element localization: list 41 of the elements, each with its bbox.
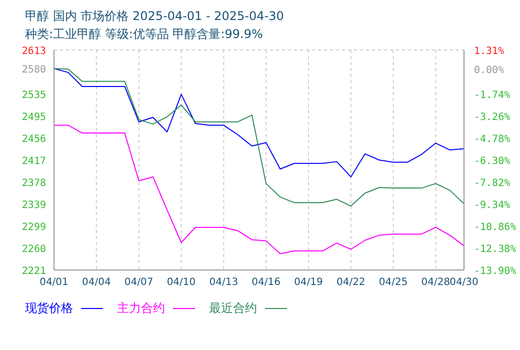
y2-tick-label: -9.34% — [474, 200, 510, 212]
y-tick-label: 2580 — [22, 64, 46, 76]
line-series — [54, 124, 464, 254]
y-tick-label: 2260 — [22, 244, 46, 256]
line-series — [54, 68, 464, 178]
y2-tick-label: 0.00% — [474, 64, 504, 76]
y-tick-label: 2456 — [22, 134, 46, 146]
x-tick-label: 04/16 — [252, 277, 280, 288]
x-tick-label: 04/13 — [209, 277, 238, 288]
y-tick-label: 2417 — [22, 156, 46, 167]
y-tick-label: 2495 — [22, 112, 46, 124]
y-tick-label: 2339 — [22, 200, 46, 211]
legend-label: 主力合约 — [117, 300, 165, 317]
chart-subtitle: 种类:工业甲醇 等级:优等品 甲醇含量:99.9% — [25, 26, 263, 43]
legend-label: 最近合约 — [209, 300, 257, 317]
y2-tick-label: -10.86% — [474, 222, 516, 234]
y-tick-label: 2535 — [22, 90, 46, 101]
y2-tick-label: -3.26% — [474, 112, 510, 124]
line-series — [54, 68, 464, 207]
y-tick-label: 2378 — [22, 178, 46, 189]
legend-label: 现货价格 — [25, 300, 73, 317]
y2-tick-label: -13.90% — [474, 266, 516, 277]
x-tick-label: 04/19 — [294, 277, 323, 288]
x-tick-label: 04/28 — [421, 277, 450, 288]
x-tick-label: 04/04 — [82, 277, 111, 288]
x-tick-label: 04/25 — [378, 277, 408, 288]
y2-tick-label: -7.82% — [474, 178, 510, 190]
x-tick-label: 04/22 — [336, 277, 366, 288]
y2-tick-label: 1.31% — [474, 46, 504, 57]
x-tick-label: 04/30 — [450, 277, 478, 288]
y2-tick-label: -12.38% — [474, 244, 516, 256]
chart-title: 甲醇 国内 市场价格 2025-04-01 - 2025-04-30 — [25, 8, 284, 25]
y-tick-label: 2221 — [22, 266, 46, 277]
y2-tick-label: -4.78% — [474, 134, 510, 146]
y-tick-label: 2299 — [22, 222, 46, 234]
x-tick-label: 04/07 — [124, 277, 154, 288]
y2-tick-label: -6.30% — [474, 156, 510, 168]
y2-tick-label: -1.74% — [474, 90, 510, 102]
x-tick-label: 04/01 — [40, 277, 68, 288]
x-tick-label: 04/10 — [166, 277, 196, 288]
y-tick-label: 2613 — [22, 46, 46, 57]
